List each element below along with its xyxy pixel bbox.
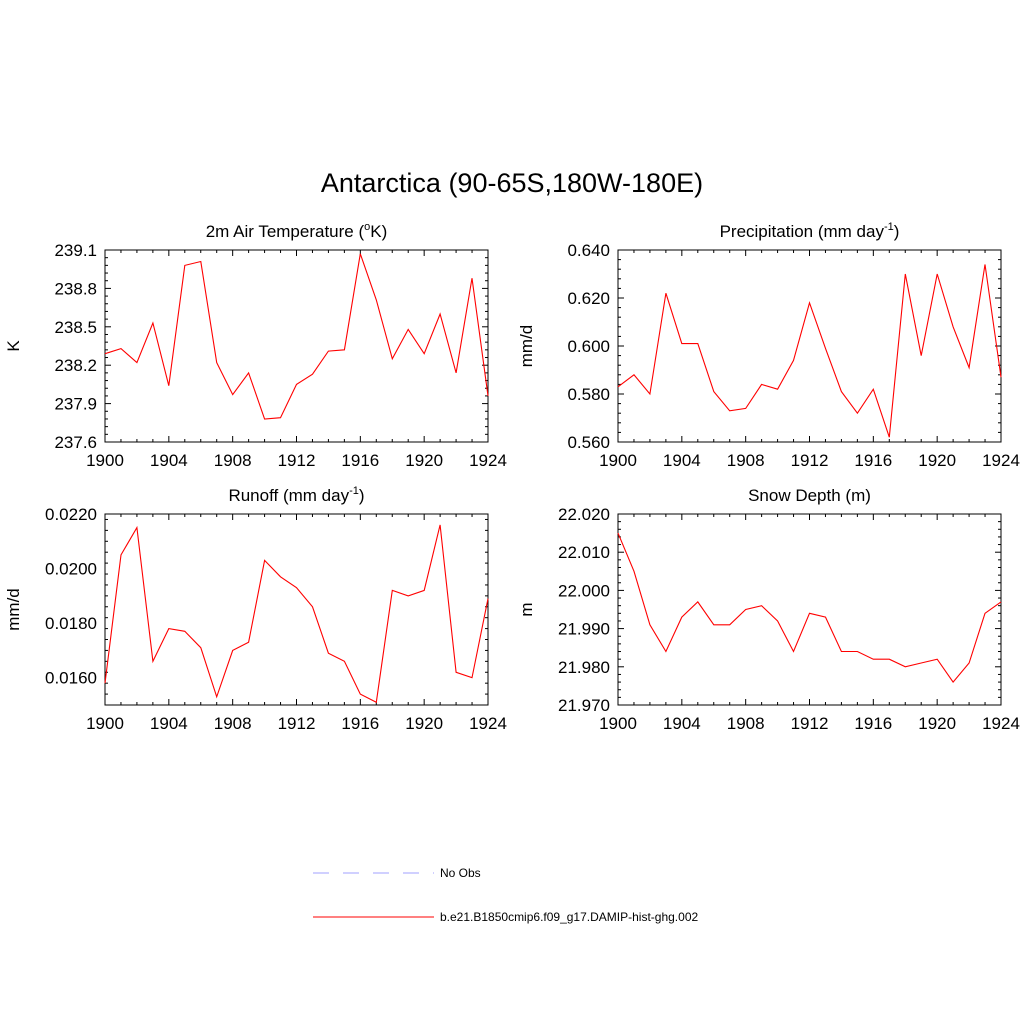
panel-title-text: 2m Air Temperature ( (206, 222, 365, 241)
x-tick-label: 1912 (791, 451, 829, 470)
panel-title: 2m Air Temperature (oK) (206, 221, 388, 241)
y-axis-label: m (517, 602, 536, 616)
y-axis-label: mm/d (4, 588, 23, 631)
panel-title: Runoff (mm day-1) (228, 485, 364, 505)
y-tick-label: 237.9 (54, 395, 97, 414)
y-axis-label: K (4, 340, 23, 352)
figure-title: Antarctica (90-65S,180W-180E) (320, 168, 704, 198)
panel-title-text: Precipitation (mm day (720, 222, 885, 241)
series-line-1 (104, 253, 489, 420)
plot-frame (617, 513, 1002, 706)
plot-frame (104, 249, 489, 443)
panel-title-suffix: K) (370, 222, 387, 241)
x-tick-label: 1904 (150, 714, 188, 733)
chart-panel-1: 1900 1904 1908 1912 1916 1920 1924 237.6 237.9 23… (4, 221, 507, 470)
y-tick-label: 22.020 (558, 505, 610, 524)
x-tick-label: 1908 (727, 714, 765, 733)
x-tick-label: 1900 (599, 451, 637, 470)
y-tick-label: 21.990 (558, 620, 610, 639)
x-tick-label: 1920 (918, 714, 956, 733)
legend-item-2: b.e21.B1850cmip6.f09_g17.DAMIP-hist-ghg.… (313, 910, 698, 924)
series-line-1 (617, 532, 1002, 684)
panel-title-suffix: ) (894, 222, 900, 241)
chart-panels: 1900 1904 1908 1912 1916 1920 1924 237.6 237.9 23… (4, 221, 1020, 733)
y-tick-label: 0.620 (567, 289, 610, 308)
y-tick-label: 0.560 (567, 433, 610, 452)
x-tick-label: 1908 (214, 451, 252, 470)
panel-title-superscript: -1 (884, 221, 894, 233)
panel-title: Snow Depth (m) (748, 486, 871, 505)
y-tick-label: 0.0160 (45, 669, 97, 688)
y-tick-label: 238.2 (54, 356, 97, 375)
x-tick-label: 1924 (982, 451, 1020, 470)
y-tick-label: 237.6 (54, 433, 97, 452)
legend-item-1: No Obs (313, 866, 481, 880)
x-tick-label: 1924 (469, 714, 507, 733)
panel-title-superscript: o (364, 221, 370, 233)
x-tick-label: 1912 (278, 714, 316, 733)
x-tick-label: 1908 (214, 714, 252, 733)
x-tick-label: 1912 (278, 451, 316, 470)
y-tick-label: 22.010 (558, 543, 610, 562)
panel-title: Precipitation (mm day-1) (720, 221, 900, 241)
x-tick-label: 1904 (663, 451, 701, 470)
panel-title-text: Runoff (mm day (228, 486, 349, 505)
y-tick-label: 0.580 (567, 385, 610, 404)
y-tick-label: 239.1 (54, 241, 97, 260)
y-tick-label: 22.000 (558, 581, 610, 600)
x-tick-label: 1900 (86, 451, 124, 470)
plot-frame (104, 513, 489, 706)
series-line-1 (617, 264, 1002, 438)
x-tick-label: 1920 (918, 451, 956, 470)
x-tick-label: 1924 (982, 714, 1020, 733)
y-tick-label: 238.8 (54, 279, 97, 298)
y-tick-label: 238.5 (54, 318, 97, 337)
x-tick-label: 1908 (727, 451, 765, 470)
x-tick-label: 1904 (150, 451, 188, 470)
plot-frame (617, 249, 1002, 443)
x-tick-label: 1920 (405, 451, 443, 470)
legend-label: No Obs (440, 866, 481, 880)
chart-panel-4: 1900 1904 1908 1912 1916 1920 1924 21.970 21.980… (517, 486, 1020, 733)
x-tick-label: 1900 (599, 714, 637, 733)
x-tick-label: 1916 (854, 451, 892, 470)
y-tick-label: 21.980 (558, 658, 610, 677)
x-tick-label: 1924 (469, 451, 507, 470)
chart-panel-2: 1900 1904 1908 1912 1916 1920 1924 0.560 0.580 0.… (517, 221, 1020, 470)
y-tick-label: 0.0200 (45, 560, 97, 579)
chart-panel-3: 1900 1904 1908 1912 1916 1920 1924 0.0160 0.0180… (4, 485, 507, 733)
panel-title-text: Snow Depth (m) (748, 486, 871, 505)
x-tick-label: 1916 (341, 714, 379, 733)
y-tick-label: 0.0180 (45, 614, 97, 633)
legend-label: b.e21.B1850cmip6.f09_g17.DAMIP-hist-ghg.… (440, 910, 698, 924)
x-tick-label: 1904 (663, 714, 701, 733)
panel-title-suffix: ) (359, 486, 365, 505)
series-line-1 (104, 524, 489, 704)
y-tick-label: 0.600 (567, 337, 610, 356)
y-axis-label: mm/d (517, 325, 536, 368)
y-tick-label: 21.970 (558, 696, 610, 715)
x-tick-label: 1900 (86, 714, 124, 733)
x-tick-label: 1920 (405, 714, 443, 733)
y-tick-label: 0.0220 (45, 505, 97, 524)
x-tick-label: 1916 (854, 714, 892, 733)
panel-title-superscript: -1 (349, 485, 359, 497)
x-tick-label: 1912 (791, 714, 829, 733)
y-tick-label: 0.640 (567, 241, 610, 260)
x-tick-label: 1916 (341, 451, 379, 470)
legend: No Obs b.e21.B1850cmip6.f09_g17.DAMIP-his… (313, 866, 698, 924)
